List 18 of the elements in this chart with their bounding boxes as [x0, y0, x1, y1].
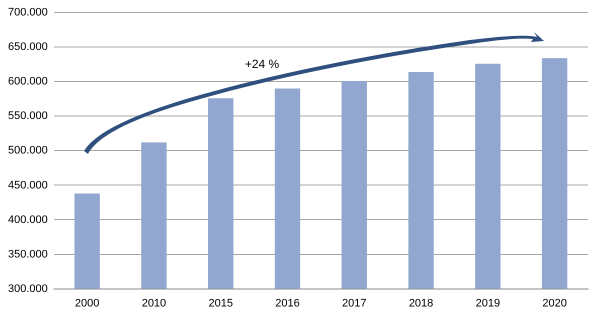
- x-tick-label: 2016: [275, 297, 300, 310]
- y-tick-label: 450.000: [8, 179, 48, 192]
- y-tick-label: 500.000: [8, 144, 48, 157]
- y-tick-label: 700.000: [8, 6, 48, 19]
- annotation: +24 %: [244, 57, 280, 71]
- y-tick-label: 600.000: [8, 76, 48, 88]
- x-tick-label: 2000: [74, 297, 100, 310]
- x-tick-label: 2010: [142, 297, 166, 310]
- y-tick-label: 350.000: [8, 248, 48, 260]
- y-tick-label: 650.000: [8, 41, 48, 54]
- y-tick-label: 400.000: [8, 214, 48, 226]
- x-tick-label: 2017: [342, 297, 367, 310]
- y-tick-label: 550.000: [8, 110, 48, 122]
- x-tick-label: 2019: [476, 297, 500, 310]
- x-tick-label: 2020: [542, 297, 567, 310]
- x-tick-label: 2015: [208, 297, 233, 310]
- y-tick-label: 300.000: [8, 282, 48, 295]
- x-tick-label: 2018: [408, 297, 434, 310]
